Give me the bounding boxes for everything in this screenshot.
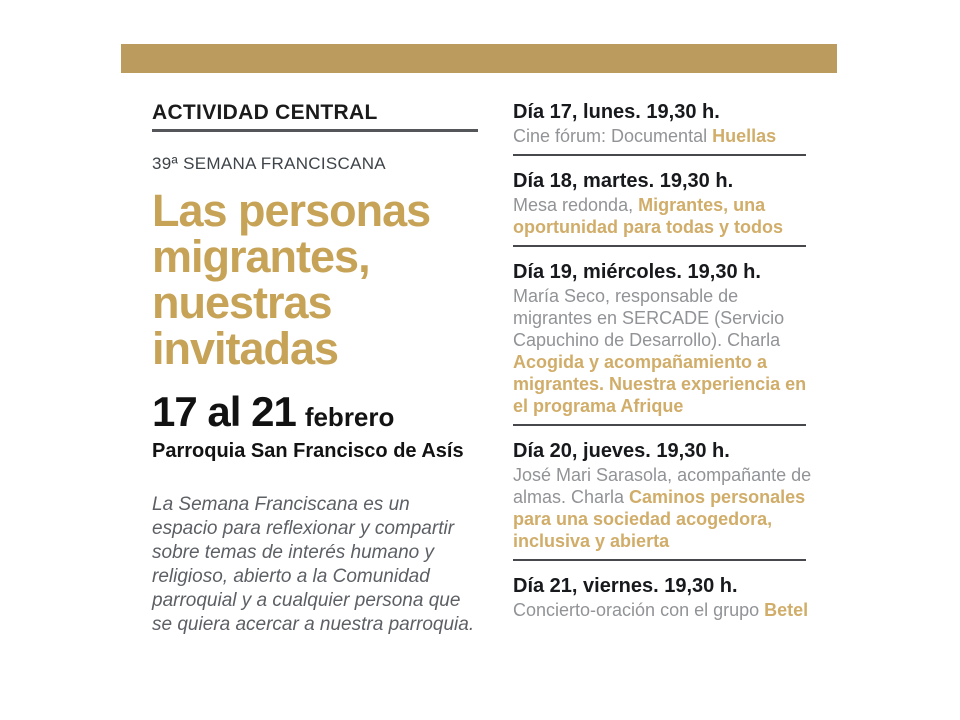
schedule-activity-highlight: Huellas	[712, 126, 777, 146]
schedule-activity: Cine fórum: Documental Huellas	[513, 125, 819, 147]
schedule-activity-text: Concierto-oración con el grupo	[513, 600, 765, 620]
schedule-activity: José Mari Sarasola, acompañante de almas…	[513, 464, 819, 552]
event-description-line: religioso, abierto a la Comunidad	[152, 566, 430, 587]
event-description-line: parroquial y a cualquier persona que	[152, 590, 461, 611]
event-description-line: La Semana Franciscana es un	[152, 494, 410, 515]
schedule-divider	[513, 154, 806, 156]
schedule-divider	[513, 424, 806, 426]
event-title-line: nuestras	[152, 277, 333, 328]
left-column: ACTIVIDAD CENTRAL 39ª SEMANA FRANCISCANA…	[152, 101, 494, 637]
schedule-item: Día 17, lunes. 19,30 h. Cine fórum: Docum…	[513, 101, 819, 147]
schedule-activity-highlight: Caminos personales para una sociedad aco…	[513, 487, 806, 551]
event-description-line: sobre temas de interés humano y	[152, 542, 434, 563]
schedule-activity: Mesa redonda, Migrantes, una oportunidad…	[513, 194, 819, 238]
schedule-item: Día 21, viernes. 19,30 h. Concierto-oraci…	[513, 575, 819, 621]
schedule-divider	[513, 245, 806, 247]
section-title: ACTIVIDAD CENTRAL	[152, 101, 378, 124]
event-description-line: espacio para reflexionar y compartir	[152, 518, 455, 539]
schedule-divider	[513, 559, 806, 561]
schedule-day-heading: Día 20, jueves. 19,30 h.	[513, 440, 730, 462]
date-range: 17 al 21 febrero	[152, 388, 494, 436]
schedule-day-heading: Día 19, miércoles. 19,30 h.	[513, 261, 761, 283]
schedule-activity-highlight: Migrantes, una oportunidad para todas y …	[513, 195, 784, 237]
schedule-activity-highlight: Betel	[764, 600, 809, 620]
schedule-item: Día 20, jueves. 19,30 h. José Mari Saraso…	[513, 440, 819, 552]
schedule-activity-text: Cine fórum: Documental	[513, 126, 713, 146]
date-range-days: 17 al 21	[152, 388, 297, 435]
schedule-activity: María Seco, responsable de migrantes en …	[513, 285, 819, 417]
edition-kicker: 39ª SEMANA FRANCISCANA	[152, 154, 386, 173]
event-title: Las personas migrantes, nuestras invitadas	[152, 188, 494, 372]
event-description: La Semana Franciscana es un espacio para …	[152, 493, 494, 637]
schedule-item: Día 19, miércoles. 19,30 h. María Seco, r…	[513, 261, 819, 417]
event-title-line: migrantes,	[152, 231, 371, 282]
event-title-line: invitadas	[152, 323, 339, 374]
top-gold-bar	[121, 44, 837, 73]
schedule-day-heading: Día 18, martes. 19,30 h.	[513, 170, 734, 192]
schedule-day-heading: Día 17, lunes. 19,30 h.	[513, 101, 720, 123]
venue-name: Parroquia San Francisco de Asís	[152, 440, 464, 462]
schedule-activity-highlight: Acogida y acompañamiento a migrantes. Nu…	[513, 352, 807, 416]
schedule-day-heading: Día 21, viernes. 19,30 h.	[513, 575, 738, 597]
schedule-column: Día 17, lunes. 19,30 h. Cine fórum: Docum…	[513, 101, 819, 621]
schedule-activity: Concierto-oración con el grupo Betel	[513, 599, 819, 621]
schedule-activity-text: María Seco, responsable de migrantes en …	[513, 286, 785, 350]
schedule-activity-text: Mesa redonda,	[513, 195, 639, 215]
schedule-activity-text: José Mari Sarasola, acompañante de almas…	[513, 465, 812, 507]
section-title-rule	[152, 129, 478, 132]
schedule-item: Día 18, martes. 19,30 h. Mesa redonda, Mi…	[513, 170, 819, 238]
event-title-line: Las personas	[152, 185, 431, 236]
event-description-line: se quiera acercar a nuestra parroquia.	[152, 614, 475, 635]
date-range-month: febrero	[304, 402, 395, 432]
